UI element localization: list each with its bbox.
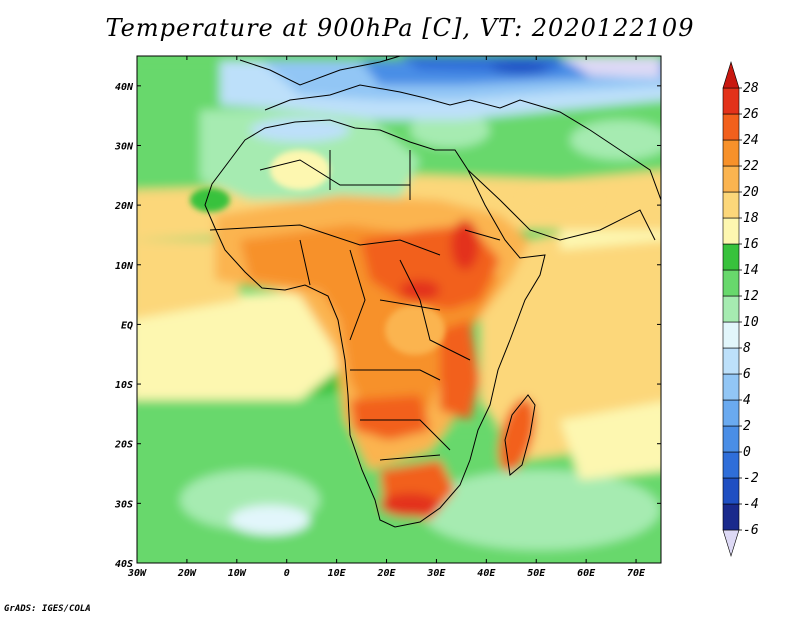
colorbar-min-triangle	[722, 529, 740, 558]
lon-tick-label: 30W	[127, 568, 147, 579]
colorbar-swatch	[722, 139, 740, 167]
colorbar-label: 12	[743, 289, 759, 304]
longitude-axis: 30W 20W 10W 0 10E 20E 30E 40E 50E 60E 70E	[127, 56, 646, 579]
lat-tick-label: EQ	[121, 320, 133, 331]
map-title: Temperature at 900hPa [C], VT: 202012210…	[105, 14, 695, 42]
colorbar-swatch	[722, 217, 740, 245]
colorbar-swatch	[722, 451, 740, 479]
lat-tick-label: 10N	[115, 261, 134, 272]
country-borders	[209, 150, 501, 461]
lon-tick-label: 40E	[477, 568, 496, 579]
colorbar-swatch	[722, 477, 740, 505]
lat-tick-label: 40N	[115, 82, 134, 93]
colorbar-label: 8	[743, 341, 751, 356]
colorbar-label: 26	[743, 107, 759, 122]
colorbar-swatch	[722, 425, 740, 453]
lon-tick-label: 20E	[376, 568, 396, 579]
colorbar-label: 2	[743, 419, 751, 434]
europe-coastline	[239, 56, 401, 86]
colorbar-label: 0	[743, 445, 751, 460]
colorbar-label: -6	[743, 523, 759, 538]
colorbar-swatch	[722, 243, 740, 271]
colorbar-label: -4	[743, 497, 759, 512]
colorbar-swatch	[722, 503, 740, 531]
colorbar-label: 16	[743, 237, 759, 252]
lat-tick-label: 10S	[115, 380, 133, 391]
colorbar-swatch	[722, 165, 740, 193]
arabia-coastline	[467, 169, 656, 241]
temperature-field	[137, 56, 661, 563]
colorbar-swatch	[722, 321, 740, 349]
colorbar-label: 6	[743, 367, 751, 382]
colorbar-swatch	[722, 399, 740, 427]
lat-tick-label: 40S	[115, 559, 133, 570]
colorbar-swatch	[722, 113, 740, 141]
lat-tick-label: 30N	[114, 141, 134, 152]
colorbar-swatch	[722, 373, 740, 401]
colorbar-label: -2	[743, 471, 759, 486]
colorbar-label: 18	[743, 211, 759, 226]
lon-tick-label: 60E	[577, 568, 596, 579]
colorbar-swatch	[722, 191, 740, 219]
colorbar-label: 4	[743, 393, 751, 408]
lon-tick-label: 10E	[328, 568, 347, 579]
colorbar-label: 28	[743, 81, 759, 96]
colorbar-swatch	[722, 269, 740, 297]
africa-coastline	[204, 119, 546, 528]
lon-tick-label: 10W	[228, 568, 247, 579]
colorbar-label: 20	[743, 185, 759, 200]
coastlines	[204, 56, 661, 528]
colorbar-label: 24	[743, 133, 759, 148]
colorbar-swatch	[722, 295, 740, 323]
lon-tick-label: 0	[284, 568, 290, 579]
madagascar-coastline	[504, 394, 536, 476]
lon-tick-label: 50E	[527, 568, 546, 579]
colorbar-swatch	[722, 87, 740, 115]
lat-tick-label: 20S	[114, 440, 133, 451]
lon-tick-label: 30E	[426, 568, 446, 579]
colorbar-label: 10	[743, 315, 759, 330]
map-frame	[136, 55, 662, 564]
lon-tick-label: 20W	[177, 568, 197, 579]
mediterranean-coastline	[264, 84, 661, 201]
lat-tick-label: 30S	[114, 499, 133, 510]
colorbar-max-triangle	[722, 60, 740, 89]
colorbar-swatch	[722, 347, 740, 375]
colorbar-label: 14	[743, 263, 759, 278]
latitude-axis: 40N 30N 20N 10N EQ 10S 20S 30S 40S	[114, 82, 661, 570]
lon-tick-label: 70E	[627, 568, 646, 579]
colorbar-label: 22	[743, 159, 759, 174]
lat-tick-label: 20N	[114, 201, 134, 212]
credit-label: GrADS: IGES/COLA	[4, 604, 91, 614]
